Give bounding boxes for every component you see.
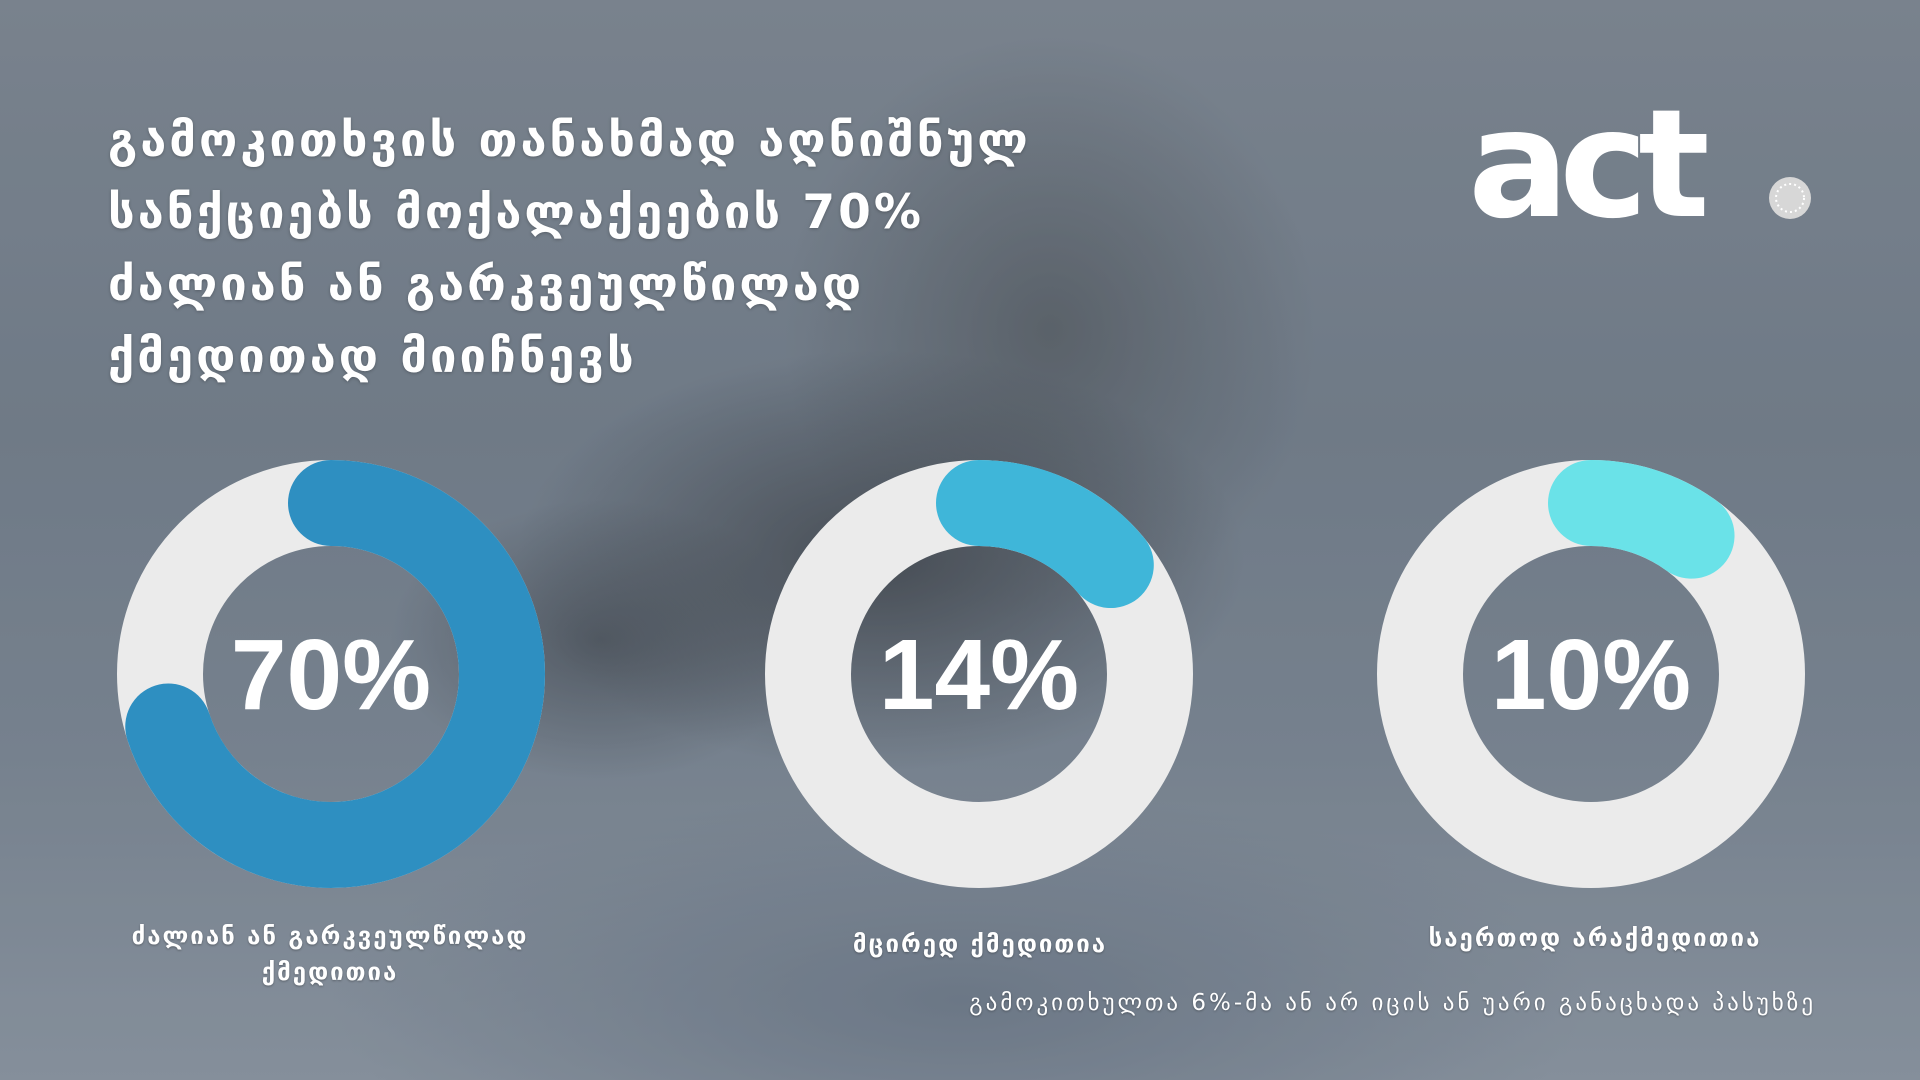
- donut-chart: 70%: [117, 460, 545, 888]
- donut-segment: [117, 460, 545, 888]
- donut-chart: 10%: [1377, 460, 1805, 888]
- logo-text: act: [1468, 110, 1707, 230]
- footnote: გამოკითხულთა 6%-მა ან არ იცის ან უარი გა…: [969, 990, 1816, 1016]
- donut-value-label: 14%: [879, 619, 1079, 731]
- donut-chart: 14%: [765, 460, 1193, 888]
- act-logo: act: [1468, 110, 1811, 230]
- headline: გამოკითხვის თანახმად აღნიშნულ სანქციებს …: [108, 105, 1228, 393]
- label-line: ძალიან ან გარკვეულწილად: [131, 922, 529, 950]
- headline-line: გამოკითხვის თანახმად აღნიშნულ: [108, 113, 1031, 168]
- donut-segment: [765, 460, 1193, 888]
- donut-label-not-effective: საერთოდ არაქმედითია: [1428, 924, 1762, 952]
- donut-segment: [1377, 460, 1805, 888]
- headline-line: სანქციებს მოქალაქეების 70%: [108, 185, 924, 240]
- headline-line: ძალიან ან გარკვეულწილად: [108, 257, 865, 312]
- donut-value-label: 10%: [1491, 619, 1691, 731]
- donut-value-label: 70%: [231, 619, 431, 731]
- donut-label-slightly-effective: მცირედ ქმედითია: [852, 930, 1108, 958]
- logo-dot-texture: [1775, 183, 1805, 213]
- headline-line: ქმედითად მიიჩნევს: [108, 329, 637, 384]
- donut-label-very-effective: ძალიან ან გარკვეულწილად ქმედითია: [100, 918, 560, 990]
- label-line: ქმედითია: [261, 958, 399, 986]
